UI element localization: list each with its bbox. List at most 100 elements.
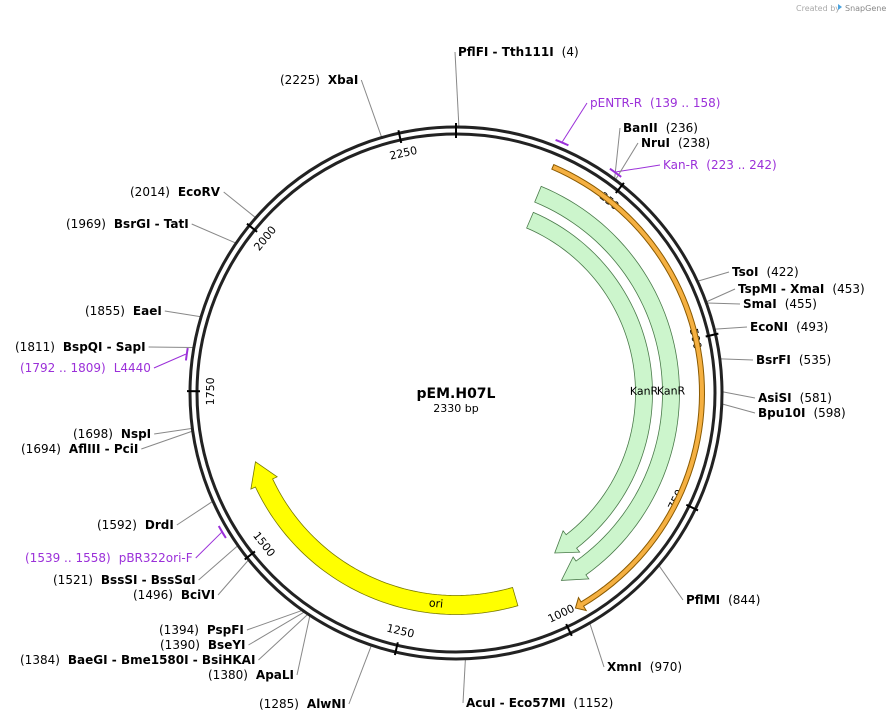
tick-mark	[244, 550, 256, 561]
label: PflFI - Tth111I (4)	[458, 45, 579, 59]
leader	[176, 501, 213, 526]
name: BspQI - SapI	[63, 340, 146, 354]
feature-label: ori	[428, 596, 443, 610]
label: SmaI (455)	[743, 297, 817, 311]
position: (1811)	[15, 340, 55, 354]
position: (238)	[678, 136, 710, 150]
name: BseYI	[208, 638, 246, 652]
name: ApaLI	[256, 668, 294, 682]
name: NruI	[641, 136, 670, 150]
label: (1698) NspI	[73, 427, 151, 441]
label: BanII (236)	[623, 121, 698, 135]
leader	[248, 611, 305, 646]
name: BsrGI - TatI	[114, 217, 189, 231]
label: (1521) BssSI - BssSαI	[53, 573, 196, 587]
leader	[198, 545, 238, 581]
leader	[164, 310, 201, 318]
label: pENTR-R (139 .. 158)	[590, 96, 720, 110]
position: (236)	[666, 121, 698, 135]
primer-mark	[217, 525, 227, 539]
position: (493)	[796, 320, 828, 334]
leader	[223, 191, 256, 218]
position: (4)	[562, 45, 579, 59]
tick-mark	[246, 222, 258, 233]
label: (1811) BspQI - SapI	[15, 340, 146, 354]
position: (1694)	[21, 442, 61, 456]
tick-label: 1750	[204, 377, 217, 405]
position: (1855)	[85, 304, 125, 318]
position: (1152)	[573, 696, 613, 710]
leader	[454, 51, 460, 127]
position: (1390)	[160, 638, 200, 652]
position: (453)	[832, 282, 864, 296]
tick-mark	[397, 130, 403, 144]
position: (581)	[800, 391, 832, 405]
leader	[462, 659, 466, 704]
position: (1496)	[133, 588, 173, 602]
leader	[616, 164, 661, 173]
credit: Created by	[796, 4, 840, 13]
leader	[348, 645, 372, 705]
label: BsrFI (535)	[756, 353, 831, 367]
position: (2014)	[130, 185, 170, 199]
name: BciVI	[181, 588, 215, 602]
name: EcoRV	[178, 185, 221, 199]
position: (1384)	[20, 653, 60, 667]
name: EcoNI	[750, 320, 788, 334]
leader	[195, 532, 222, 559]
leader	[562, 102, 588, 142]
position: (1792 .. 1809)	[20, 361, 106, 375]
leader	[191, 223, 236, 244]
leader	[698, 271, 730, 282]
leader	[296, 616, 311, 676]
leader	[722, 403, 756, 414]
primer-mark	[184, 347, 189, 361]
name: pENTR-R	[590, 96, 642, 110]
feature-label: KanR	[630, 385, 659, 398]
label: NruI (238)	[641, 136, 710, 150]
label: (2225) XbaI	[280, 73, 358, 87]
name: NspI	[121, 427, 151, 441]
primer-mark	[555, 138, 569, 147]
name: BssSI - BssSαI	[101, 573, 196, 587]
position: (422)	[766, 265, 798, 279]
name: DrdI	[145, 518, 174, 532]
tick-label: 1250	[385, 622, 415, 641]
leader	[148, 346, 193, 349]
label: (1285) AlwNI	[259, 697, 346, 711]
label: (1539 .. 1558) pBR322ori-F	[25, 551, 193, 565]
leader	[153, 353, 186, 369]
position: (844)	[728, 593, 760, 607]
position: (970)	[650, 660, 682, 674]
label: (1390) BseYI	[160, 638, 246, 652]
tick-label: 1000	[546, 602, 577, 626]
label: Bpu10I (598)	[758, 406, 846, 420]
leader	[360, 79, 382, 137]
leader	[715, 326, 748, 330]
label: AcuI - Eco57MI (1152)	[466, 696, 613, 710]
name: BaeGI - Bme1580I - BsiHKAI	[68, 653, 256, 667]
logo	[838, 4, 842, 10]
primer-mark	[609, 167, 622, 178]
feature-arrow	[250, 461, 519, 615]
name: XbaI	[328, 73, 358, 87]
label: TsoI (422)	[732, 265, 799, 279]
leader	[658, 565, 684, 601]
name: TspMI - XmaI	[738, 282, 824, 296]
tick-mark	[705, 332, 719, 338]
leader	[217, 560, 249, 596]
leader	[615, 142, 639, 180]
label: AsiSI (581)	[758, 391, 832, 405]
name: SmaI	[743, 297, 777, 311]
label: (1792 .. 1809) L4440	[20, 361, 151, 375]
name: L4440	[114, 361, 151, 375]
name: PflMI	[686, 593, 720, 607]
leader	[154, 428, 192, 435]
leader	[707, 302, 741, 305]
position: (139 .. 158)	[650, 96, 720, 110]
name: BanII	[623, 121, 658, 135]
position: (455)	[785, 297, 817, 311]
feature-arrow	[526, 211, 653, 554]
label: (1380) ApaLI	[208, 668, 294, 682]
